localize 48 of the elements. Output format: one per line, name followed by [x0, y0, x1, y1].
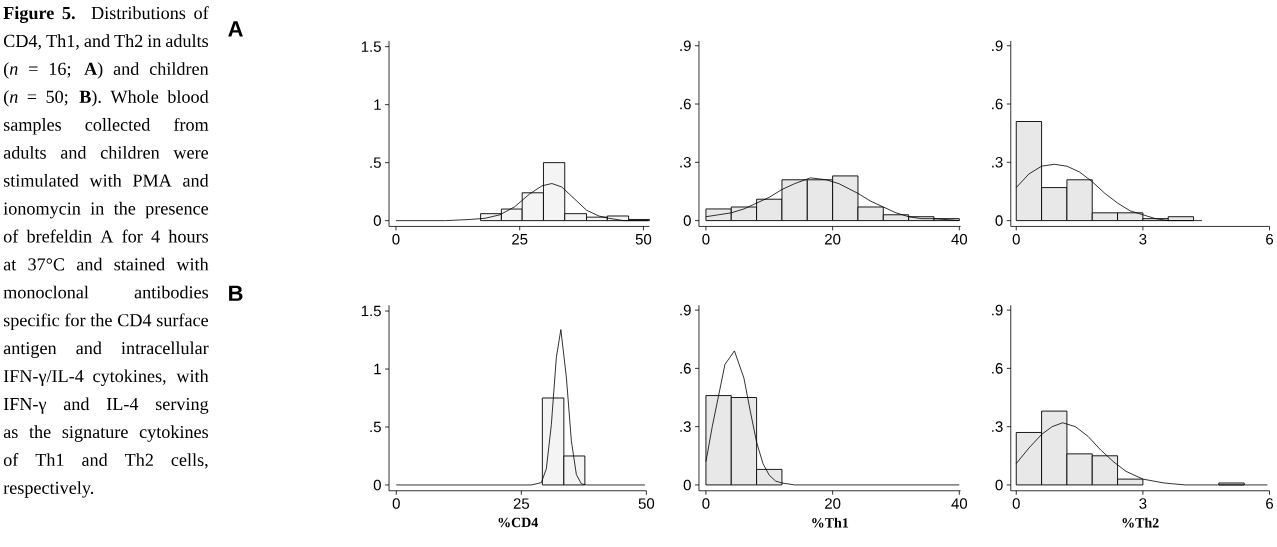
y-tick-label: .6 — [992, 363, 1003, 374]
x-axis-title: %Th2 — [1122, 517, 1159, 528]
y-tick-label: 0 — [995, 215, 1003, 227]
x-tick-label: 6 — [1266, 234, 1274, 245]
chart-title: B — [229, 285, 243, 301]
x-tick-label: 20 — [825, 234, 841, 245]
text: Figure 5. Distributions of CD4, Th1, and Th2 in adults (n = 16; A) and children (n = 50; B). Whole blood samples collected from adults and children were stimulated with PMA and ionomycin in the presence of brefeldin A for 4 hours at 37°C and stained with monoclonal antibodies specific for the CD4 surface antigen and intracellular IFN-γ/IL-4 cytokines, with IFN-γ and IL-4 serving as the signature cytokines of Th1 and Th2 cells, respectively. — [3, 6, 209, 498]
y-tick-label: 1.5 — [361, 305, 381, 317]
x-tick-label: 50 — [638, 498, 655, 510]
y-tick-label: .3 — [680, 421, 691, 433]
x-tick-label: 3 — [1139, 498, 1147, 510]
y-tick-label: .6 — [680, 98, 691, 110]
x-tick-label: 0 — [702, 234, 710, 245]
y-tick-label: 0 — [373, 215, 381, 227]
x-axis-title: %Th1 — [812, 517, 849, 528]
x-tick-label: 0 — [1012, 498, 1020, 510]
y-tick-label: .9 — [680, 304, 691, 316]
x-tick-label: 6 — [1266, 498, 1274, 510]
y-tick-label: .5 — [370, 157, 381, 169]
x-tick-label: 0 — [392, 234, 400, 245]
y-tick-label: .3 — [992, 421, 1003, 433]
y-tick-label: .9 — [992, 304, 1003, 316]
x-tick-label: 25 — [513, 498, 530, 510]
y-tick-label: 0 — [683, 479, 691, 491]
x-tick-label: 40 — [951, 234, 968, 245]
y-tick-label: 0 — [683, 215, 691, 227]
y-tick-label: .6 — [992, 98, 1003, 110]
x-tick-label: 25 — [512, 234, 528, 245]
x-tick-label: 40 — [951, 498, 968, 510]
y-tick-label: 0 — [373, 479, 381, 491]
y-tick-label: .9 — [680, 40, 691, 52]
y-tick-label: 1.5 — [361, 41, 381, 53]
x-tick-label: 0 — [392, 498, 400, 510]
y-tick-label: .9 — [992, 40, 1003, 52]
y-tick-label: 0 — [995, 479, 1003, 491]
x-tick-label: 50 — [635, 234, 652, 245]
x-tick-label: 3 — [1139, 234, 1147, 245]
x-axis-title: %CD4 — [498, 517, 539, 528]
chart-title: A — [228, 21, 243, 37]
x-tick-label: 0 — [1012, 234, 1020, 245]
y-tick-label: .3 — [680, 157, 691, 168]
y-tick-label: 1 — [374, 99, 381, 110]
y-tick-label: .6 — [680, 363, 691, 374]
y-tick-label: 1 — [374, 364, 381, 375]
y-tick-label: .3 — [992, 157, 1003, 168]
x-tick-label: 20 — [825, 498, 841, 510]
x-tick-label: 0 — [702, 498, 710, 510]
y-tick-label: .5 — [370, 421, 381, 433]
